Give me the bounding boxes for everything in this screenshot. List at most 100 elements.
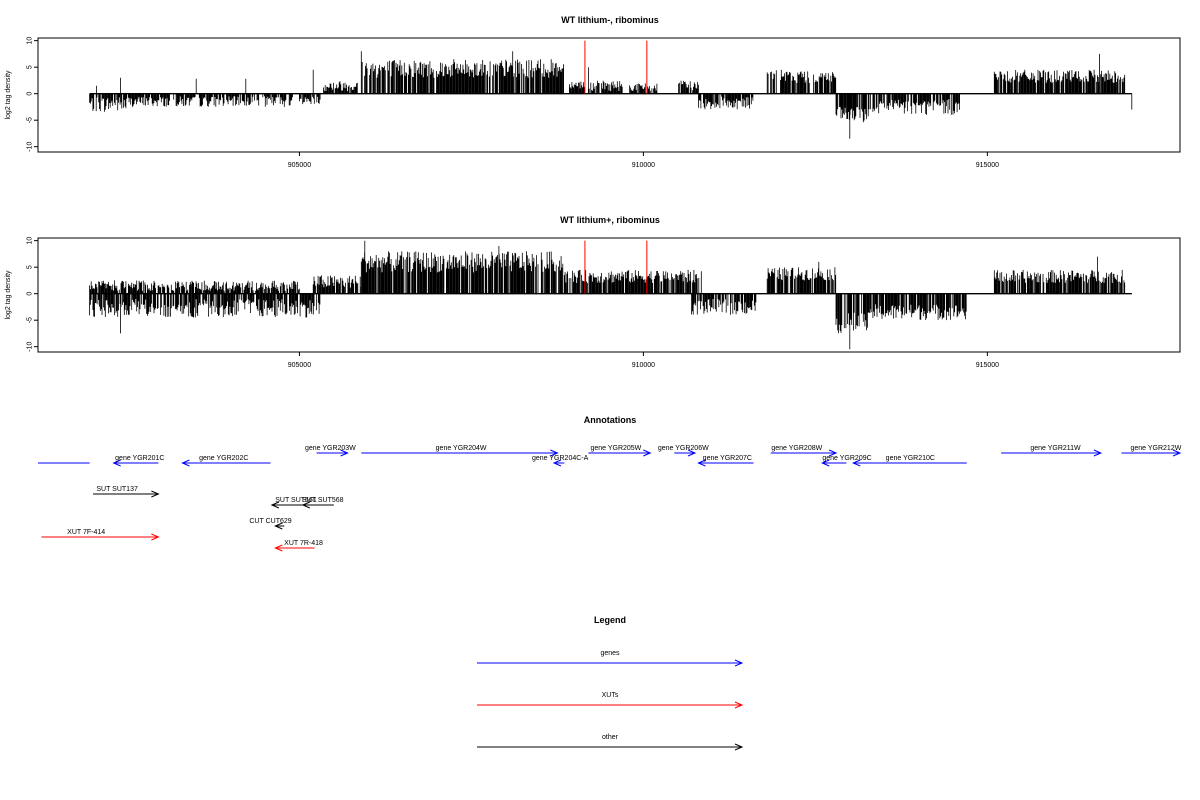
annotation-gene: gene YGR208W [770,445,838,457]
y-tick-label: 0 [27,292,34,296]
annotation-other: SUT SUT137 [93,486,160,498]
annotation-other: SUT SUT568 [301,497,344,509]
arrowhead [301,501,311,509]
y-axis-label: log2 tag density [5,70,12,120]
arrowhead [734,701,744,709]
arrowhead [340,449,349,457]
y-tick-label: 5 [27,65,34,69]
annotation-gene: gene YGR209C [820,455,872,467]
legend-entries: genes XUTs other [477,650,744,751]
annotation-gene: gene YGR206W [658,445,709,457]
annotation-label: CUT CUT629 [249,518,291,525]
annotation-label: gene YGR208W [771,445,822,452]
x-tick-label: 915000 [976,162,999,169]
arrowhead [851,459,861,467]
y-tick-label: -10 [27,142,34,152]
annotation-label: gene YGR204W [436,445,487,452]
y-tick-label: -10 [27,342,34,352]
x-axis: 905000 910000 915000 [288,152,999,169]
track-panel-lithium-minus: WT lithium-, ribominus log2 tag density … [5,15,1181,169]
x-tick-label: 915000 [976,362,999,369]
y-tick-label: -5 [27,317,34,323]
annotation-gene: gene YGR205W [588,445,652,457]
track-panel-lithium-plus: WT lithium+, ribominus log2 tag density … [5,215,1181,369]
annotations-panel: Annotations gene YGR201C gene YGR202Cgene… [38,415,1182,552]
legend-label: XUTs [602,692,619,699]
signal-bars [89,240,1132,350]
x-axis: 905000 910000 915000 [288,352,999,369]
annotation-label: gene YGR211W [1030,445,1081,452]
annotation-other: SUT SUT561 [270,497,317,509]
annotation-label: SUT SUT561 [275,497,317,504]
annotation-label: SUT SUT137 [96,486,138,493]
legend-entry: XUTs [477,692,744,709]
annotation-gene: gene YGR202C [181,455,271,467]
y-axis: -10 -5 0 5 10 [27,37,38,152]
annotation-label: SUT SUT568 [302,497,344,504]
annotation-label: gene YGR212W [1130,445,1181,452]
annotation-gene: gene YGR212W [1121,445,1182,457]
annotation-label: gene YGR206W [658,445,709,452]
legend-title: Legend [594,615,626,625]
arrowhead [828,449,838,457]
signal-bar-set [89,51,1133,139]
annotation-other: CUT CUT629 [249,518,292,530]
arrowhead [151,490,160,498]
legend-entry: genes [477,650,744,667]
arrowhead [1172,449,1182,457]
annotation-xut: XUT 7R-418 [274,540,323,552]
annotation-gene: gene YGR211W [1001,445,1103,457]
y-tick-label: 10 [27,37,34,45]
y-tick-label: -5 [27,117,34,123]
x-tick-label: 905000 [288,362,311,369]
legend-label: other [602,734,619,741]
annotation-gene: gene YGR207C [697,455,754,467]
arrowhead [552,459,562,467]
arrowhead [820,459,830,467]
annotation-gene: gene YGR204W [361,445,559,457]
panel-title: WT lithium+, ribominus [560,215,660,225]
red-marker-lines [584,240,648,294]
plot-frame [37,237,1181,353]
annotation-label: XUT 7R-418 [284,540,323,547]
red-marker-lines [584,40,648,94]
arrowhead [151,533,160,541]
annotation-label: gene YGR202C [199,455,248,462]
arrowhead [1093,449,1103,457]
annotation-label: gene YGR209C [822,455,871,462]
arrowhead [687,449,697,457]
y-tick-label: 10 [27,237,34,245]
annotation-label: gene YGR201C [115,455,164,462]
annotation-label: gene YGR210C [886,455,935,462]
arrowhead [734,743,744,751]
arrowhead [550,449,559,457]
annotation-gene: gene YGR201C [112,455,164,467]
annotation-label: gene YGR203W [305,445,356,452]
x-tick-label: 910000 [632,162,655,169]
annotation-label: gene YGR207C [703,455,752,462]
annotation-gene: gene YGR203W [305,445,356,457]
arrowhead [112,459,121,467]
signal-bar-set [89,240,1126,350]
annotation-features: gene YGR201C gene YGR202C gene YGR203W gene… [38,445,1182,552]
annotation-gene: gene YGR204C-A [532,455,589,467]
annotation-label: XUT 7F-414 [67,529,105,536]
legend-label: genes [600,650,620,657]
y-tick-label: 0 [27,92,34,96]
y-axis-label: log2 tag density [5,270,12,320]
legend-entry: other [477,734,744,751]
annotation-label: gene YGR204C-A [532,455,589,462]
arrowhead [274,544,283,552]
x-tick-label: 905000 [288,162,311,169]
arrowhead [697,459,706,467]
arrowhead [734,659,744,667]
panel-title: WT lithium-, ribominus [561,15,659,25]
x-tick-label: 910000 [632,362,655,369]
arrowhead [274,522,283,530]
legend-panel: Legend genes XUTs other [477,615,744,751]
annotation-xut: XUT 7F-414 [41,529,160,541]
annotation-label: gene YGR205W [590,445,641,452]
arrowhead [643,449,652,457]
arrowhead [181,459,190,467]
